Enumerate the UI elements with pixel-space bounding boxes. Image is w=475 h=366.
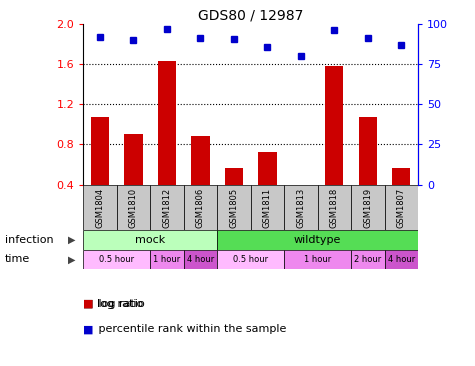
- Bar: [158, 61, 176, 184]
- Text: GSM1813: GSM1813: [296, 187, 305, 228]
- Bar: [184, 250, 217, 269]
- Title: GDS80 / 12987: GDS80 / 12987: [198, 9, 303, 23]
- Text: 0.5 hour: 0.5 hour: [233, 255, 268, 264]
- Text: GSM1807: GSM1807: [397, 187, 406, 228]
- Text: mock: mock: [135, 235, 165, 245]
- Text: wildtype: wildtype: [294, 235, 341, 245]
- Bar: [117, 184, 150, 231]
- Bar: [83, 184, 117, 231]
- Bar: [91, 117, 109, 184]
- Text: log ratio: log ratio: [95, 299, 145, 309]
- Bar: [317, 184, 351, 231]
- Text: GSM1811: GSM1811: [263, 187, 272, 228]
- Bar: [150, 250, 184, 269]
- Text: GSM1818: GSM1818: [330, 187, 339, 228]
- Bar: [385, 250, 418, 269]
- Text: GSM1804: GSM1804: [95, 187, 104, 228]
- Bar: [351, 184, 385, 231]
- Bar: [251, 184, 284, 231]
- Text: ▶: ▶: [67, 254, 75, 264]
- Bar: [392, 168, 410, 184]
- Text: ■: ■: [83, 299, 94, 309]
- Bar: [359, 117, 377, 184]
- Bar: [217, 231, 418, 250]
- Bar: [191, 136, 209, 184]
- Bar: [325, 66, 343, 184]
- Bar: [124, 134, 142, 184]
- Text: GSM1810: GSM1810: [129, 187, 138, 228]
- Text: time: time: [5, 254, 30, 264]
- Bar: [217, 250, 284, 269]
- Text: percentile rank within the sample: percentile rank within the sample: [95, 324, 286, 335]
- Bar: [217, 184, 251, 231]
- Bar: [351, 250, 385, 269]
- Text: GSM1812: GSM1812: [162, 187, 171, 228]
- Bar: [83, 250, 150, 269]
- Text: GSM1819: GSM1819: [363, 187, 372, 228]
- Text: ▶: ▶: [67, 235, 75, 245]
- Bar: [225, 168, 243, 184]
- Bar: [150, 184, 184, 231]
- Text: ■ log ratio: ■ log ratio: [83, 299, 143, 309]
- Text: 4 hour: 4 hour: [388, 255, 415, 264]
- Text: 0.5 hour: 0.5 hour: [99, 255, 134, 264]
- Text: 1 hour: 1 hour: [304, 255, 331, 264]
- Bar: [284, 250, 351, 269]
- Text: GSM1805: GSM1805: [229, 187, 238, 228]
- Bar: [284, 184, 318, 231]
- Text: ■: ■: [83, 324, 94, 335]
- Text: 1 hour: 1 hour: [153, 255, 180, 264]
- Bar: [83, 231, 217, 250]
- Text: 4 hour: 4 hour: [187, 255, 214, 264]
- Bar: [385, 184, 418, 231]
- Text: GSM1806: GSM1806: [196, 187, 205, 228]
- Bar: [258, 152, 276, 184]
- Text: 2 hour: 2 hour: [354, 255, 381, 264]
- Text: infection: infection: [5, 235, 53, 245]
- Bar: [184, 184, 217, 231]
